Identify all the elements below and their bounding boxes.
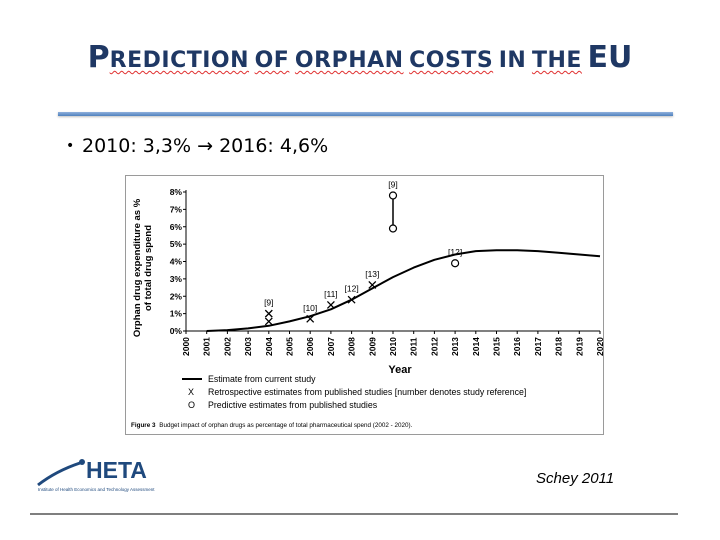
x-tick-label: 2012 xyxy=(429,337,439,356)
x-tick-label: 2020 xyxy=(595,337,603,356)
x-tick-label: 2016 xyxy=(512,337,522,356)
x-tick-label: 2013 xyxy=(450,337,460,356)
slide-title: PREDICTION OF ORPHAN COSTS IN THE EU xyxy=(0,40,720,75)
retrospective-x-marker xyxy=(264,309,273,318)
study-reference-label: [9] xyxy=(388,179,397,189)
predictive-o-marker xyxy=(388,191,398,200)
caption-label: Figure 3 xyxy=(131,422,156,429)
title-initial: P xyxy=(87,40,110,75)
y-tick-label: 8% xyxy=(170,187,183,197)
bullet-text: 2010: 3,3% → 2016: 4,6% xyxy=(82,135,329,157)
title-word: IN xyxy=(498,48,527,73)
title-word: OF xyxy=(254,48,290,73)
x-tick-label: 2004 xyxy=(264,337,274,356)
x-axis-label: Year xyxy=(388,364,412,376)
x-tick-label: 2019 xyxy=(574,337,584,356)
y-tick-label: 6% xyxy=(170,222,183,232)
x-tick-label: 2006 xyxy=(305,337,315,356)
x-tick-label: 2010 xyxy=(388,337,398,356)
plot-area: 0% 1% 2% 3% 4% 5% 6% 7% 8% 2000 2001 2002 2003 2004 20… xyxy=(170,179,603,356)
legend-label: Estimate from current study xyxy=(208,374,316,384)
x-tick-label: 2002 xyxy=(222,337,232,356)
x-tick-label: 2007 xyxy=(326,337,336,356)
predictive-o-marker xyxy=(388,224,398,233)
predictive-o-marker xyxy=(451,259,460,268)
title-word: REDICTION xyxy=(109,48,250,73)
study-reference-label: [13] xyxy=(365,269,379,279)
legend-o-swatch: O xyxy=(188,400,195,410)
title-divider xyxy=(58,112,673,116)
study-reference-label: [10] xyxy=(303,303,317,313)
bullet-point: • 2010: 3,3% → 2016: 4,6% xyxy=(66,135,328,157)
title-word: THE xyxy=(531,48,582,73)
legend-label: Predictive estimates from published stud… xyxy=(208,400,378,410)
y-tick-label: 2% xyxy=(170,291,183,301)
legend-label: Retrospective estimates from published s… xyxy=(208,387,526,397)
x-tick-label: 2009 xyxy=(367,337,377,356)
figure-caption: Figure 3 Budget impact of orphan drugs a… xyxy=(131,422,413,429)
retrospective-x-marker xyxy=(347,295,356,304)
footer-divider xyxy=(30,513,678,515)
x-tick-label: 2003 xyxy=(243,337,253,356)
study-reference-label: [9] xyxy=(264,298,273,308)
bullet-icon: • xyxy=(66,138,75,154)
x-tick-label: 2017 xyxy=(533,337,543,356)
retrospective-x-marker xyxy=(306,314,315,323)
x-tick-label: 2014 xyxy=(471,337,481,356)
orphan-cost-chart: Orphan drug expenditure as % of total dr… xyxy=(131,179,603,429)
y-tick-label: 1% xyxy=(170,309,183,319)
y-tick-label: 5% xyxy=(170,239,183,249)
y-tick-label: 4% xyxy=(170,257,183,267)
citation: Schey 2011 xyxy=(536,470,615,487)
estimate-curve xyxy=(206,249,601,332)
x-tick-label: 2000 xyxy=(181,337,191,356)
legend-x-swatch: X xyxy=(188,387,194,397)
y-tick-label: 7% xyxy=(170,204,183,214)
x-tick-label: 2001 xyxy=(202,337,212,356)
y-tick-label: 0% xyxy=(170,326,183,336)
x-tick-label: 2011 xyxy=(409,337,419,356)
logo-swoosh-icon xyxy=(37,459,85,487)
retrospective-x-marker xyxy=(368,280,377,289)
heta-logo: HETA Institute of Health Economics and T… xyxy=(36,457,196,497)
x-tick-label: 2015 xyxy=(492,337,502,356)
study-reference-label: [11] xyxy=(324,289,338,299)
x-tick-label: 2018 xyxy=(554,337,564,356)
x-tick-label: 2008 xyxy=(347,337,357,356)
y-tick-label: 3% xyxy=(170,274,183,284)
retrospective-x-marker xyxy=(264,317,273,326)
title-word: EU xyxy=(587,40,633,75)
legend: Estimate from current study X Retrospectiv… xyxy=(182,374,526,410)
x-tick-label: 2005 xyxy=(285,337,295,356)
logo-subtitle: Institute of Health Economics and Techno… xyxy=(38,487,155,492)
logo-name: HETA xyxy=(86,457,147,483)
y-axis-label: Orphan drug expenditure as % xyxy=(132,198,143,337)
retrospective-x-marker xyxy=(326,300,335,309)
caption-text: Budget impact of orphan drugs as percent… xyxy=(159,422,412,429)
title-word: ORPHAN xyxy=(294,48,404,73)
y-axis-label: of total drug spend xyxy=(143,225,154,311)
study-reference-label: [12] xyxy=(448,247,462,257)
chart-figure: Orphan drug expenditure as % of total dr… xyxy=(125,175,604,435)
study-reference-label: [12] xyxy=(345,284,359,294)
title-word: COSTS xyxy=(409,48,494,73)
